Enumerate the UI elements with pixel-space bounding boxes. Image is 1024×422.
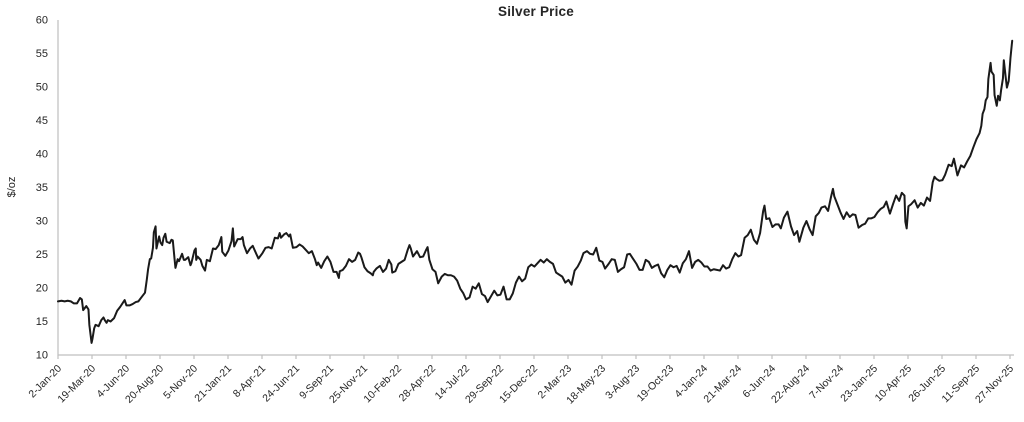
y-tick-label: 25 (36, 249, 48, 261)
x-tick-label: 21-Jan-21 (192, 363, 234, 405)
x-tick-label: 24-Jun-21 (260, 363, 302, 405)
y-tick-label: 30 (36, 216, 48, 228)
y-tick-label: 55 (36, 48, 48, 60)
y-tick-label: 60 (36, 15, 48, 27)
x-tick-label: 28-Apr-22 (397, 363, 439, 405)
chart-title: Silver Price (498, 4, 574, 19)
y-tick-label: 35 (36, 182, 48, 194)
price-line-series (57, 39, 1014, 344)
x-tick-label: 19-Oct-23 (635, 363, 677, 405)
y-tick-label: 45 (36, 115, 48, 127)
y-tick-label: 50 (36, 82, 48, 94)
y-tick-label: 40 (36, 149, 48, 161)
y-tick-label: 20 (36, 283, 48, 295)
y-tick-label: 10 (36, 350, 48, 362)
axis-lines (57, 20, 1014, 356)
y-tick-label: 15 (36, 316, 48, 328)
